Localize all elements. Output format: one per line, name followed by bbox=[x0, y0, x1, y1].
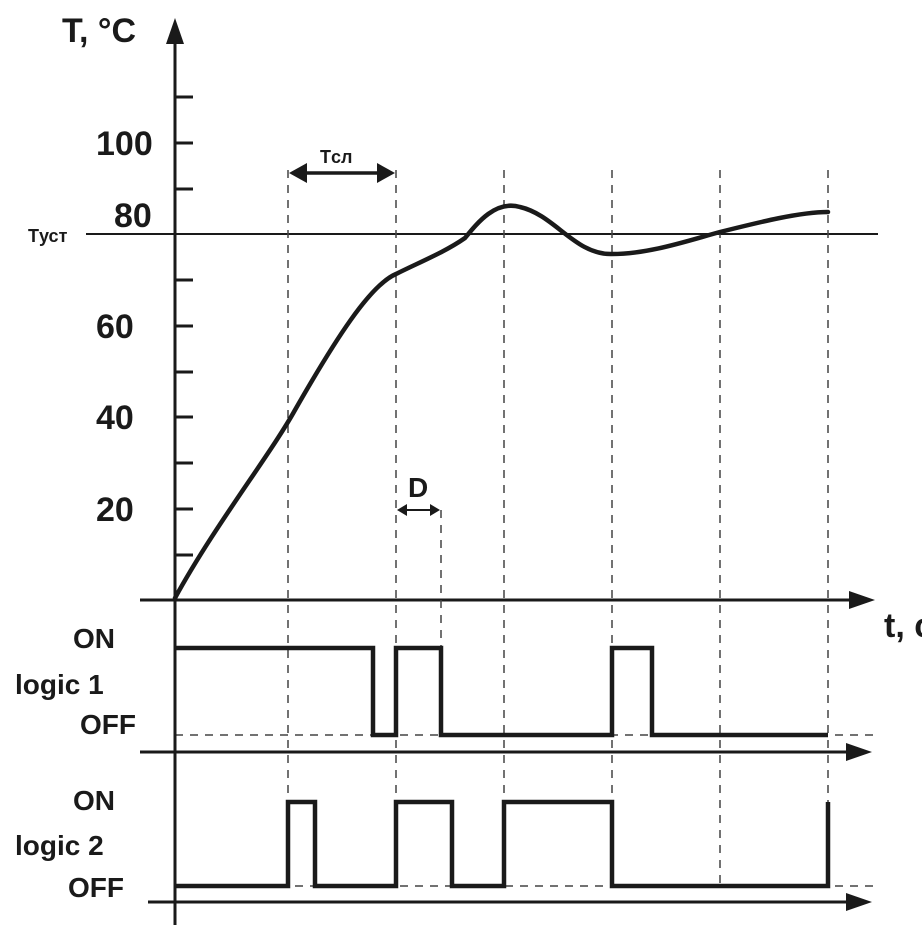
temperature-curve bbox=[172, 203, 831, 601]
logic1-axis-arrow bbox=[846, 743, 872, 761]
y-axis-label: T, °C bbox=[62, 12, 136, 50]
delay-arrow-left bbox=[397, 504, 407, 516]
setpoint-label: Tуст bbox=[28, 226, 68, 246]
period-dimension: Tсл bbox=[289, 147, 395, 183]
logic1-signal bbox=[175, 645, 828, 738]
time-guides bbox=[287, 170, 829, 890]
period-arrow-left bbox=[289, 163, 307, 183]
logic2-name-label: logic 2 bbox=[15, 830, 104, 861]
period-label: Tсл bbox=[320, 147, 352, 167]
logic2-signal bbox=[175, 799, 831, 889]
y-tick-label-20: 20 bbox=[96, 491, 134, 529]
logic2-on-label: ON bbox=[73, 785, 115, 816]
delay-dimension: D bbox=[397, 472, 440, 516]
x-axis-label: t, с bbox=[884, 607, 922, 645]
delay-arrow-right bbox=[430, 504, 440, 516]
logic2-axis-arrow bbox=[846, 893, 872, 911]
y-tick-label-40: 40 bbox=[96, 399, 134, 437]
logic2-off-label: OFF bbox=[68, 872, 124, 903]
logic1-on-label: ON bbox=[73, 623, 115, 654]
delay-label: D bbox=[408, 472, 428, 503]
period-arrow-right bbox=[377, 163, 395, 183]
y-tick-label-100: 100 bbox=[96, 125, 153, 163]
y-axis-arrow bbox=[166, 18, 184, 44]
y-tick-label-80: 80 bbox=[114, 197, 152, 235]
logic1-off-label: OFF bbox=[80, 709, 136, 740]
logic1-name-label: logic 1 bbox=[15, 669, 104, 700]
y-axis-ticks bbox=[175, 95, 193, 557]
x-axis-arrow bbox=[849, 591, 875, 609]
y-tick-label-60: 60 bbox=[96, 308, 134, 346]
